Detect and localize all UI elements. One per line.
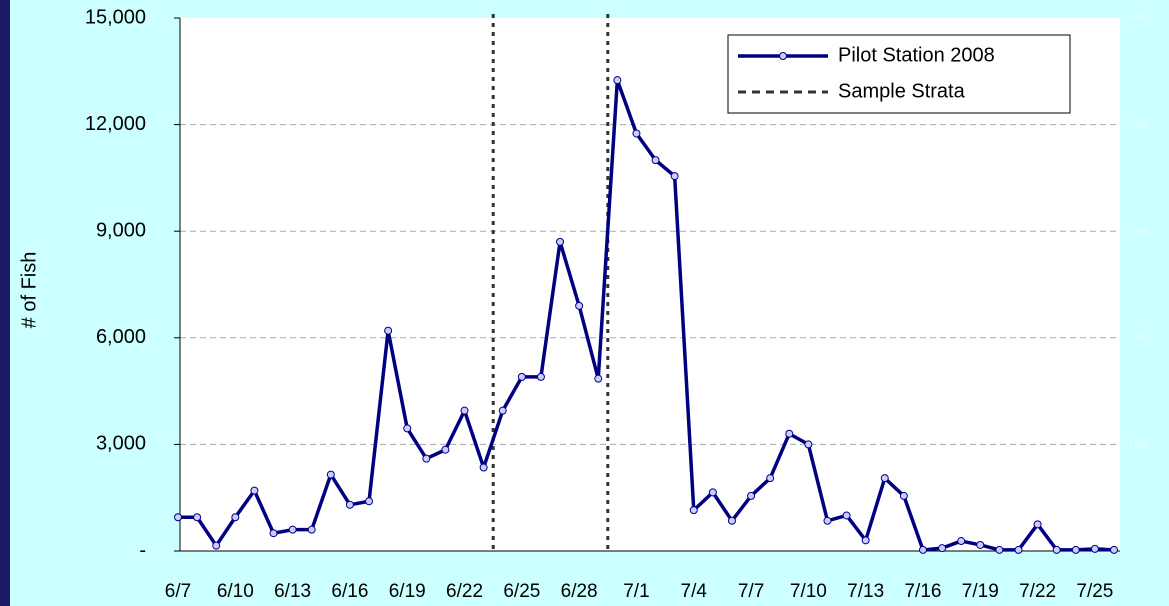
marker (880, 474, 889, 483)
marker (422, 454, 431, 463)
marker (575, 301, 584, 310)
marker (365, 497, 374, 506)
marker (231, 513, 240, 522)
marker (536, 372, 545, 381)
side-band (0, 0, 10, 606)
x-tick-label: 6/7 (165, 581, 191, 602)
x-tick-label: 6/28 (561, 581, 598, 602)
y-tick-label: 6,000 (96, 326, 146, 348)
x-tick-label: 7/13 (847, 581, 884, 602)
marker (326, 470, 335, 479)
marker (212, 541, 221, 550)
marker (250, 486, 259, 495)
legend-marker (779, 52, 787, 60)
marker (307, 525, 316, 534)
legend-label: Sample Strata (838, 80, 966, 102)
y2-tick-label: 4,000 (1128, 119, 1149, 129)
y-tick-label: - (139, 539, 146, 561)
y2-tick-label: 5,000 (1128, 12, 1149, 22)
y-tick-label: 9,000 (96, 219, 146, 241)
legend-box (727, 34, 1071, 114)
x-tick-label: 7/22 (1019, 581, 1056, 602)
marker (403, 424, 412, 433)
marker (727, 516, 736, 525)
x-tick-label: 7/1 (623, 581, 649, 602)
marker (1014, 545, 1023, 554)
marker (1033, 520, 1042, 529)
marker (938, 544, 947, 553)
marker (918, 545, 927, 554)
y2-tick-label: 3,000 (1128, 225, 1149, 235)
x-tick-label: 7/7 (738, 581, 764, 602)
marker (498, 406, 507, 415)
marker (1052, 545, 1061, 554)
legend: Pilot Station 2008 Sample Strata (727, 34, 1071, 114)
marker (174, 513, 182, 522)
marker (632, 129, 641, 138)
x-tick-label: 7/16 (904, 581, 941, 602)
y-tick-label: 3,000 (96, 433, 146, 455)
y-tick-label: 12,000 (85, 113, 146, 135)
marker (976, 540, 985, 549)
marker (1071, 545, 1080, 554)
marker (670, 172, 679, 181)
marker (479, 463, 488, 472)
marker (345, 500, 354, 509)
x-tick-label: 7/19 (962, 581, 999, 602)
y-tick-label: 15,000 (85, 6, 146, 28)
x-tick-label: 6/22 (446, 581, 483, 602)
marker (1090, 544, 1099, 553)
marker (899, 491, 908, 500)
marker (995, 545, 1004, 554)
x-tick-label: 6/19 (389, 581, 426, 602)
marker (1110, 545, 1118, 554)
marker (384, 326, 393, 335)
y2-tick-label: 2,000 (1128, 332, 1149, 342)
marker (288, 525, 297, 534)
x-tick-label: 6/16 (331, 581, 368, 602)
marker (651, 156, 660, 165)
legend-label: Pilot Station 2008 (838, 44, 995, 66)
y-axis-label: # of Fish (18, 252, 40, 329)
marker (460, 406, 469, 415)
x-tick-label: 7/10 (790, 581, 827, 602)
marker (689, 506, 698, 515)
marker (747, 491, 756, 500)
marker (823, 516, 832, 525)
marker (957, 537, 966, 546)
marker (766, 474, 775, 483)
marker (441, 445, 450, 454)
x-tick-label: 7/4 (681, 581, 708, 602)
x-tick-label: 6/25 (503, 581, 540, 602)
marker (785, 429, 794, 438)
marker (804, 440, 813, 449)
y2-tick-label: 1,000 (1128, 438, 1149, 448)
marker (517, 372, 526, 381)
marker (861, 536, 870, 545)
marker (842, 511, 851, 520)
marker (193, 513, 202, 522)
marker (708, 488, 717, 497)
marker (556, 237, 565, 246)
marker (594, 374, 603, 383)
x-tick-label: 6/13 (274, 581, 311, 602)
x-tick-label: 7/25 (1076, 581, 1113, 602)
x-tick-label: 6/10 (217, 581, 254, 602)
marker (613, 76, 622, 85)
marker (269, 529, 278, 538)
